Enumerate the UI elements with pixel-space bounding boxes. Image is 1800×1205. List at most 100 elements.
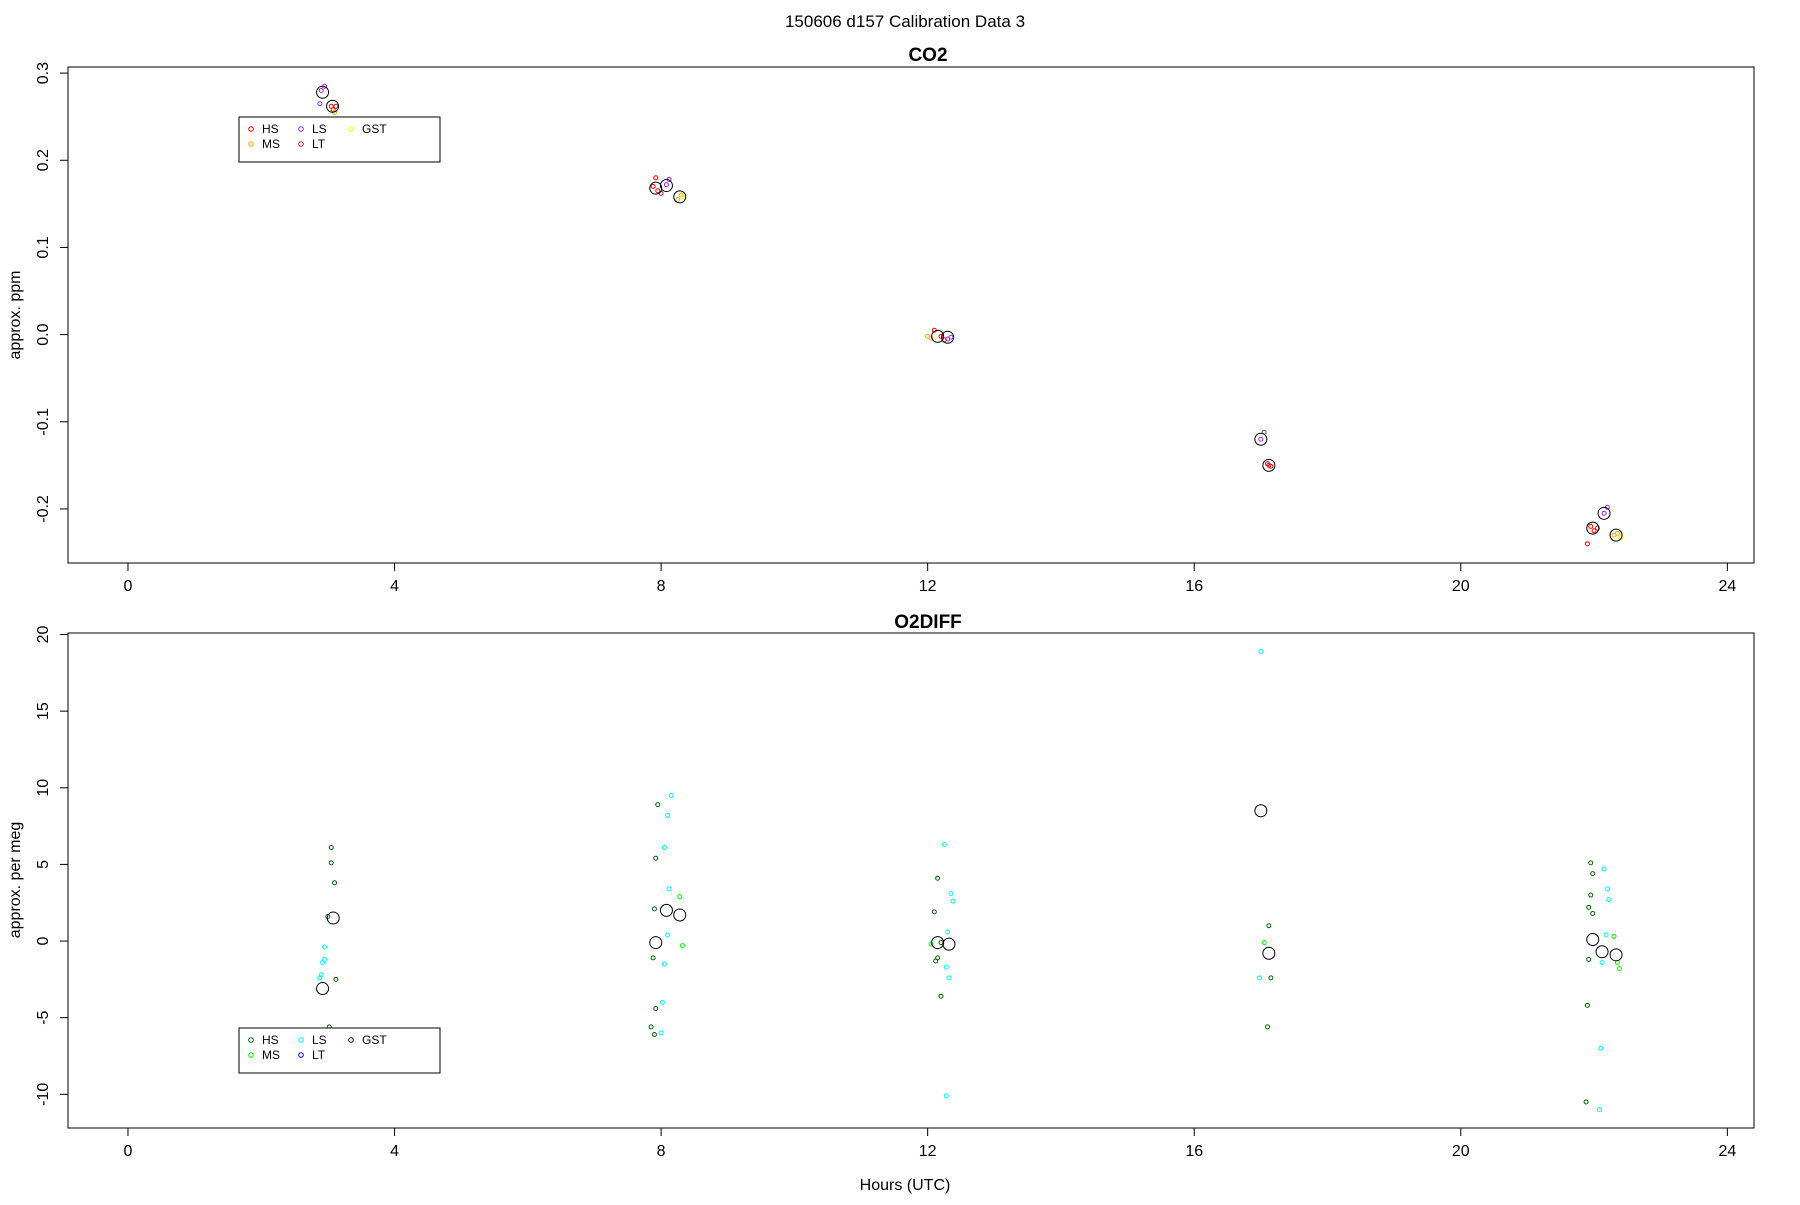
co2-point-lt bbox=[1266, 462, 1272, 468]
o2diff-point-hs bbox=[1266, 923, 1272, 929]
o2diff-point-ms bbox=[679, 943, 685, 949]
o2diff-point-hs bbox=[1584, 1002, 1590, 1008]
o2diff-y-tick-label: 15 bbox=[35, 702, 52, 720]
co2-y-tick-label: -0.2 bbox=[35, 495, 52, 523]
o2diff-point-ls bbox=[665, 812, 671, 818]
o2diff-point-ls bbox=[1604, 886, 1610, 892]
co2-points bbox=[316, 83, 1624, 547]
co2-point-ls bbox=[318, 88, 324, 94]
o2diff-point-ls bbox=[322, 944, 328, 950]
o2diff-mean-marker bbox=[1254, 804, 1268, 818]
o2diff-point-ls bbox=[1258, 648, 1264, 654]
o2diff-x-axis: 0 4 8 12 16 20 24 bbox=[124, 1127, 1736, 1160]
o2diff-mean-marker bbox=[1262, 946, 1276, 960]
o2diff-point-ls bbox=[941, 841, 947, 847]
co2-point-gst bbox=[680, 194, 686, 200]
o2diff-point-hs bbox=[333, 976, 339, 982]
o2diff-point-hs bbox=[650, 955, 656, 961]
o2diff-point-hs bbox=[938, 993, 944, 999]
co2-y-axis: -0.2 -0.1 0.0 0.1 0.2 0.3 bbox=[35, 62, 69, 523]
o2diff-point-hs bbox=[328, 860, 334, 866]
o2diff-x-tick-label: 0 bbox=[124, 1143, 133, 1160]
co2-point-lt bbox=[333, 103, 339, 109]
co2-point-ls bbox=[1601, 510, 1607, 516]
o2diff-point-hs bbox=[1265, 1024, 1271, 1030]
o2diff-x-tick-label: 12 bbox=[919, 1143, 937, 1160]
co2-point-lt bbox=[658, 190, 664, 196]
o2diff-legend-marker-gst bbox=[348, 1037, 354, 1043]
co2-mean-marker bbox=[649, 181, 663, 195]
o2diff-panel: O2DIFF approx. per meg 0 4 8 12 16 20 24 -10 -5… bbox=[7, 612, 1755, 1160]
co2-y-tick-label: 0.1 bbox=[35, 236, 52, 258]
co2-x-tick-label: 24 bbox=[1718, 578, 1736, 595]
o2diff-point-hs bbox=[648, 1024, 654, 1030]
o2diff-legend-box bbox=[238, 1027, 441, 1074]
co2-mean-marker bbox=[1262, 458, 1276, 472]
o2diff-ylabel: approx. per meg bbox=[7, 822, 24, 939]
co2-y-tick-label: 0.2 bbox=[35, 149, 52, 171]
co2-legend-label-ms: MS bbox=[262, 137, 280, 151]
o2diff-legend-label-ms: MS bbox=[262, 1048, 280, 1062]
o2diff-point-ls bbox=[1599, 959, 1605, 965]
co2-mean-marker bbox=[1586, 521, 1600, 535]
co2-mean-marker bbox=[316, 85, 330, 99]
co2-y-tick-label: 0.0 bbox=[35, 323, 52, 345]
o2diff-y-tick-label: 20 bbox=[35, 626, 52, 644]
o2diff-legend-label-lt: LT bbox=[312, 1048, 326, 1062]
co2-x-tick-label: 8 bbox=[657, 578, 666, 595]
co2-point-ms bbox=[928, 335, 934, 341]
o2diff-point-ls bbox=[948, 891, 954, 897]
o2diff-point-ls bbox=[1596, 1107, 1602, 1113]
co2-ylabel: approx. ppm bbox=[7, 271, 24, 360]
o2diff-point-ls bbox=[1606, 897, 1612, 903]
co2-legend-label-ls: LS bbox=[312, 122, 327, 136]
o2diff-point-hs bbox=[938, 940, 944, 946]
o2diff-y-tick-label: 10 bbox=[35, 779, 52, 797]
o2diff-legend-label-hs: HS bbox=[262, 1033, 279, 1047]
o2diff-legend-marker-ls bbox=[298, 1037, 304, 1043]
o2diff-mean-marker bbox=[942, 937, 956, 951]
co2-point-ms bbox=[1614, 530, 1620, 536]
o2diff-point-ls bbox=[666, 886, 672, 892]
o2diff-legend-marker-hs bbox=[248, 1037, 254, 1043]
o2diff-point-ls bbox=[1598, 1045, 1604, 1051]
co2-point-hs bbox=[1591, 528, 1597, 534]
o2diff-y-tick-label: 0 bbox=[35, 936, 52, 945]
o2diff-mean-marker bbox=[326, 911, 340, 925]
o2diff-legend-label-ls: LS bbox=[312, 1033, 327, 1047]
o2diff-mean-marker bbox=[316, 982, 330, 996]
o2diff-point-hs bbox=[1590, 871, 1596, 877]
o2diff-mean-marker bbox=[1595, 945, 1609, 959]
co2-legend-marker-ls bbox=[298, 126, 304, 132]
o2diff-point-ls bbox=[317, 975, 323, 981]
co2-legend-marker-gst bbox=[348, 126, 354, 132]
co2-point-hs bbox=[1588, 523, 1594, 529]
o2diff-point-ls bbox=[1601, 866, 1607, 872]
o2diff-y-tick-label: 5 bbox=[35, 860, 52, 869]
o2diff-point-ls bbox=[946, 975, 952, 981]
o2diff-x-tick-label: 4 bbox=[390, 1143, 399, 1160]
co2-point-hs bbox=[653, 175, 659, 181]
o2diff-point-ls bbox=[658, 1030, 664, 1036]
co2-legend-marker-ms bbox=[248, 141, 254, 147]
o2diff-point-hs bbox=[1586, 956, 1592, 962]
co2-point-ls bbox=[317, 101, 323, 107]
o2diff-legend-marker-lt bbox=[298, 1052, 304, 1058]
o2diff-point-ms bbox=[677, 894, 683, 900]
co2-y-tick-label: 0.3 bbox=[35, 62, 52, 84]
o2diff-legend-marker-ms bbox=[248, 1052, 254, 1058]
co2-mean-marker bbox=[941, 330, 955, 344]
co2-point-ls bbox=[663, 182, 669, 188]
co2-point-gst bbox=[1618, 535, 1624, 541]
o2diff-point-hs bbox=[651, 906, 657, 912]
co2-mean-marker bbox=[1609, 528, 1623, 542]
o2diff-point-ms bbox=[1616, 966, 1622, 972]
o2diff-y-tick-label: -5 bbox=[35, 1010, 52, 1024]
o2diff-x-tick-label: 24 bbox=[1718, 1143, 1736, 1160]
o2diff-point-ms bbox=[1611, 933, 1617, 939]
o2diff-mean-marker bbox=[1609, 948, 1623, 962]
o2diff-point-hs bbox=[655, 802, 661, 808]
